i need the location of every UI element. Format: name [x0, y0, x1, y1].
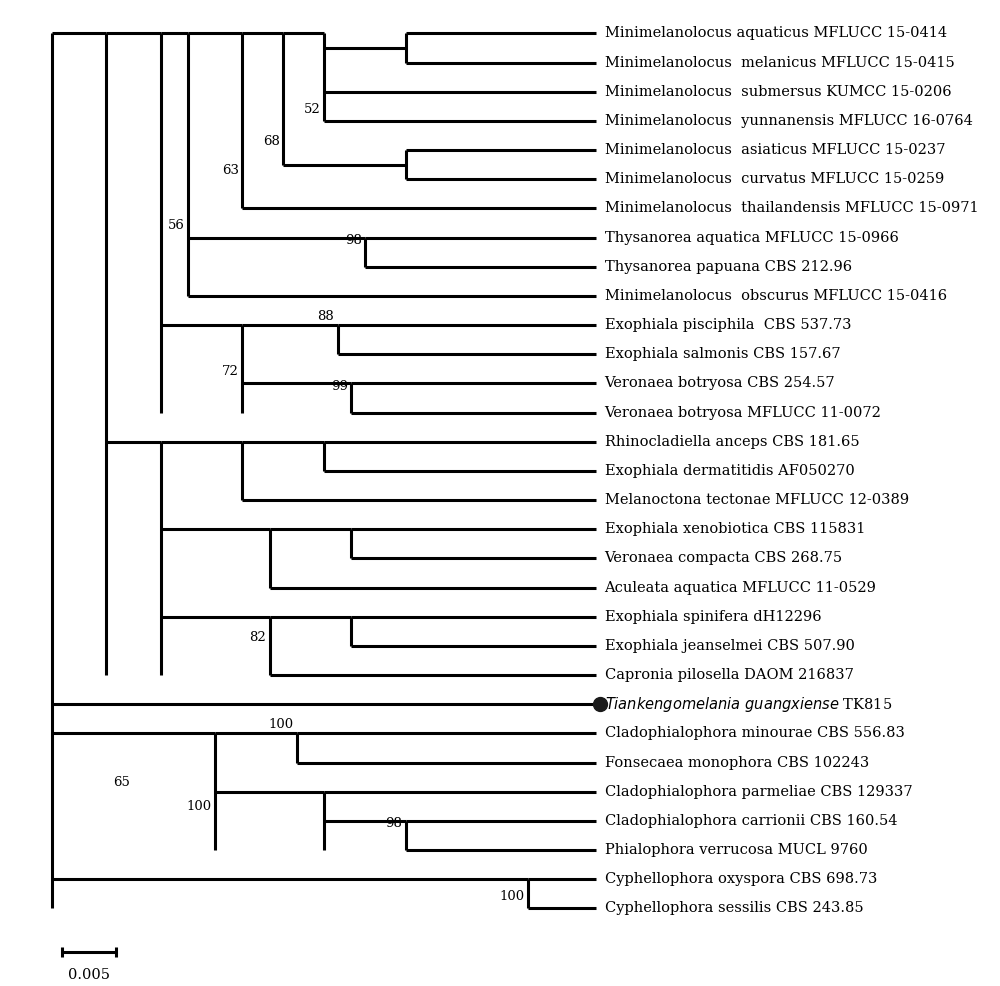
Text: 100: 100: [187, 800, 212, 812]
Text: Minimelanolocus  obscurus MFLUCC 15-0416: Minimelanolocus obscurus MFLUCC 15-0416: [605, 289, 947, 303]
Text: $\it{Tiankengomelania\ guangxiense}$ TK815: $\it{Tiankengomelania\ guangxiense}$ TK8…: [605, 695, 892, 714]
Text: Fonsecaea monophora CBS 102243: Fonsecaea monophora CBS 102243: [605, 755, 869, 769]
Text: Aculeata aquatica MFLUCC 11-0529: Aculeata aquatica MFLUCC 11-0529: [605, 581, 876, 595]
Text: 52: 52: [304, 103, 321, 115]
Text: Minimelanolocus  melanicus MFLUCC 15-0415: Minimelanolocus melanicus MFLUCC 15-0415: [605, 55, 954, 69]
Text: Minimelanolocus  asiaticus MFLUCC 15-0237: Minimelanolocus asiaticus MFLUCC 15-0237: [605, 143, 945, 157]
Text: Thysanorea papuana CBS 212.96: Thysanorea papuana CBS 212.96: [605, 259, 852, 274]
Text: Exophiala spinifera dH12296: Exophiala spinifera dH12296: [605, 609, 821, 624]
Text: Exophiala xenobiotica CBS 115831: Exophiala xenobiotica CBS 115831: [605, 523, 865, 536]
Text: Veronaea botryosa CBS 254.57: Veronaea botryosa CBS 254.57: [605, 377, 835, 390]
Text: Exophiala pisciphila  CBS 537.73: Exophiala pisciphila CBS 537.73: [605, 318, 851, 332]
Text: Minimelanolocus  submersus KUMCC 15-0206: Minimelanolocus submersus KUMCC 15-0206: [605, 85, 951, 99]
Text: 100: 100: [500, 890, 525, 903]
Text: 68: 68: [263, 135, 280, 148]
Text: Veronaea compacta CBS 268.75: Veronaea compacta CBS 268.75: [605, 551, 843, 565]
Text: 56: 56: [168, 219, 185, 233]
Text: Rhinocladiella anceps CBS 181.65: Rhinocladiella anceps CBS 181.65: [605, 435, 859, 449]
Text: Minimelanolocus  curvatus MFLUCC 15-0259: Minimelanolocus curvatus MFLUCC 15-0259: [605, 173, 944, 186]
Text: 99: 99: [331, 380, 348, 392]
Text: Exophiala dermatitidis AF050270: Exophiala dermatitidis AF050270: [605, 463, 854, 478]
Text: Thysanorea aquatica MFLUCC 15-0966: Thysanorea aquatica MFLUCC 15-0966: [605, 231, 898, 245]
Text: Minimelanolocus aquaticus MFLUCC 15-0414: Minimelanolocus aquaticus MFLUCC 15-0414: [605, 27, 947, 40]
Text: Cyphellophora oxyspora CBS 698.73: Cyphellophora oxyspora CBS 698.73: [605, 873, 877, 886]
Text: Phialophora verrucosa MUCL 9760: Phialophora verrucosa MUCL 9760: [605, 843, 867, 857]
Text: Cyphellophora sessilis CBS 243.85: Cyphellophora sessilis CBS 243.85: [605, 901, 863, 915]
Text: 98: 98: [345, 234, 362, 246]
Text: Exophiala jeanselmei CBS 507.90: Exophiala jeanselmei CBS 507.90: [605, 639, 854, 653]
Text: 0.005: 0.005: [68, 968, 110, 982]
Text: Melanoctona tectonae MFLUCC 12-0389: Melanoctona tectonae MFLUCC 12-0389: [605, 493, 909, 507]
Text: Exophiala salmonis CBS 157.67: Exophiala salmonis CBS 157.67: [605, 347, 840, 361]
Text: 72: 72: [222, 365, 239, 379]
Text: Veronaea botryosa MFLUCC 11-0072: Veronaea botryosa MFLUCC 11-0072: [605, 405, 881, 419]
Text: Capronia pilosella DAOM 216837: Capronia pilosella DAOM 216837: [605, 668, 853, 682]
Text: Cladophialophora minourae CBS 556.83: Cladophialophora minourae CBS 556.83: [605, 727, 904, 740]
Text: Minimelanolocus  thailandensis MFLUCC 15-0971: Minimelanolocus thailandensis MFLUCC 15-…: [605, 201, 978, 215]
Text: 65: 65: [113, 776, 130, 790]
Text: Cladophialophora parmeliae CBS 129337: Cladophialophora parmeliae CBS 129337: [605, 785, 912, 799]
Text: Cladophialophora carrionii CBS 160.54: Cladophialophora carrionii CBS 160.54: [605, 813, 897, 828]
Text: Minimelanolocus  yunnanensis MFLUCC 16-0764: Minimelanolocus yunnanensis MFLUCC 16-07…: [605, 113, 972, 128]
Text: 98: 98: [386, 817, 402, 830]
Text: 63: 63: [222, 164, 239, 176]
Text: 100: 100: [268, 718, 293, 731]
Text: 82: 82: [250, 631, 266, 644]
Text: 88: 88: [318, 310, 334, 322]
